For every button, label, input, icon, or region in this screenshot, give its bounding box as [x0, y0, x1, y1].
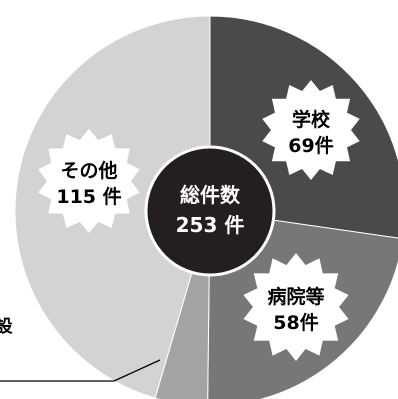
- total-badge: 総件数 253 件: [144, 145, 276, 277]
- slice-badge-1: 病院等 58件: [243, 253, 349, 361]
- badge-burst-shape: [243, 253, 349, 361]
- slice-badge-3: その他 115 件: [38, 129, 140, 233]
- total-value: 253 件: [176, 213, 245, 237]
- callout-text: 設: [0, 316, 14, 337]
- badge-burst-shape: [262, 80, 360, 180]
- callout-leader: 設: [0, 316, 161, 382]
- slice-value: 69件: [288, 134, 333, 157]
- slice-label: 学校: [292, 108, 331, 131]
- slice-badge-0: 学校 69件: [262, 80, 360, 180]
- slice-value: 115 件: [56, 185, 121, 208]
- slice-value: 58件: [273, 311, 318, 334]
- slice-label: その他: [60, 159, 117, 182]
- slice-label: 病院等: [267, 285, 324, 308]
- total-circle: [144, 145, 276, 277]
- badge-burst-shape: [38, 129, 140, 233]
- total-label: 総件数: [180, 183, 241, 207]
- callout-leader-line: [0, 359, 161, 382]
